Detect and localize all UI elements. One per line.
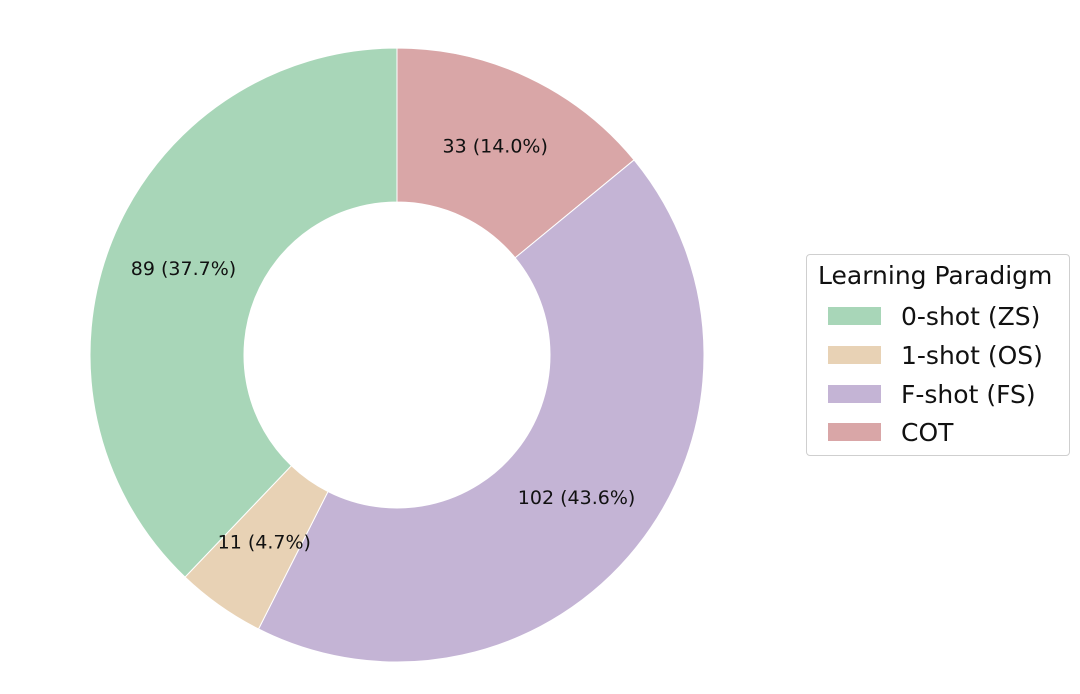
slice-cot xyxy=(396,47,635,259)
legend-label-one-shot: 1-shot (OS) xyxy=(901,340,1043,370)
legend-label-zero-shot: 0-shot (ZS) xyxy=(901,301,1041,331)
legend-swatch-one-shot xyxy=(828,346,881,364)
slice-label-cot: 33 (14.0%) xyxy=(443,136,548,158)
legend-entry-cot: COT xyxy=(828,417,953,447)
legend-label-few-shot: F-shot (FS) xyxy=(901,379,1036,409)
slice-label-one-shot: 11 (4.7%) xyxy=(218,531,311,553)
legend-label-cot: COT xyxy=(901,417,954,447)
slice-label-zero-shot: 89 (37.7%) xyxy=(131,258,236,280)
legend: Learning Paradigm 0-shot (ZS) 1-shot (OS… xyxy=(806,254,1070,456)
legend-entry-few-shot: F-shot (FS) xyxy=(828,379,1036,409)
legend-title: Learning Paradigm xyxy=(818,261,1053,290)
slice-zero-shot xyxy=(89,47,398,578)
legend-swatch-few-shot xyxy=(828,385,881,403)
slice-labels: 33 (14.0%) 102 (43.6%) 11 (4.7%) 89 (37.7%) xyxy=(131,136,636,554)
donut-slices xyxy=(89,47,705,663)
legend-entry-one-shot: 1-shot (OS) xyxy=(828,340,1043,370)
legend-swatch-zero-shot xyxy=(828,307,881,325)
slice-label-few-shot: 102 (43.6%) xyxy=(518,487,636,509)
legend-swatch-cot xyxy=(828,423,881,441)
slice-few-shot xyxy=(257,159,705,663)
legend-entry-zero-shot: 0-shot (ZS) xyxy=(828,301,1040,331)
